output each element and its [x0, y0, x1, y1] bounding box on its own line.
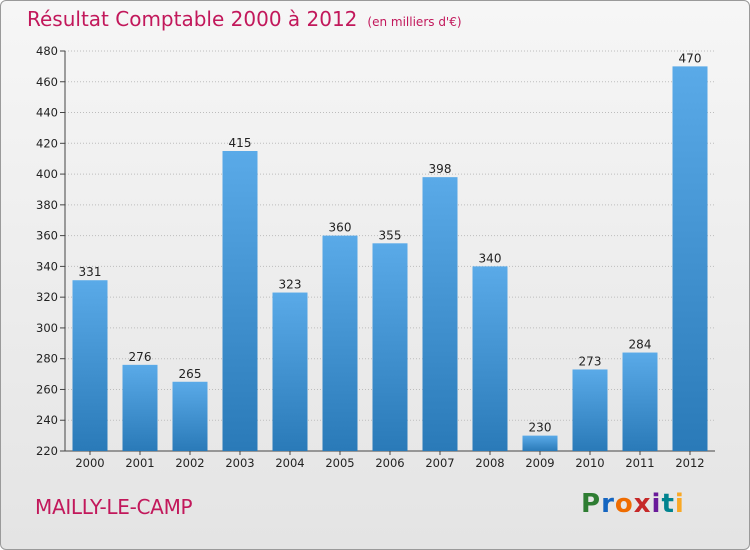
y-tick-label: 360: [36, 229, 58, 243]
logo-letter: r: [601, 489, 615, 519]
value-label-2005: 360: [329, 221, 352, 235]
bar-2007: [422, 177, 458, 451]
x-tick-label-2011: 2011: [625, 456, 654, 470]
x-tick-label-2003: 2003: [225, 456, 254, 470]
x-tick-label-2002: 2002: [175, 456, 204, 470]
x-tick-label-2000: 2000: [75, 456, 104, 470]
value-label-2011: 284: [629, 338, 652, 352]
y-tick-label: 420: [36, 136, 58, 150]
bar-2001: [122, 364, 158, 451]
x-tick-label-2010: 2010: [575, 456, 604, 470]
commune-name: MAILLY-LE-CAMP: [35, 495, 193, 519]
value-label-2007: 398: [429, 162, 452, 176]
x-tick-label-2012: 2012: [675, 456, 704, 470]
bar-2000: [72, 280, 108, 451]
x-tick-label-2001: 2001: [125, 456, 154, 470]
x-tick-label-2008: 2008: [475, 456, 504, 470]
value-label-2003: 415: [229, 136, 252, 150]
y-tick-label: 320: [36, 290, 58, 304]
proxiti-logo: Proxiti: [581, 489, 685, 519]
y-tick-label: 340: [36, 259, 58, 273]
y-tick-label: 440: [36, 106, 58, 120]
y-tick-label: 260: [36, 382, 58, 396]
logo-letter: i: [651, 489, 662, 519]
bar-2008: [472, 266, 508, 451]
chart-title-text: Résultat Comptable 2000 à 2012: [27, 7, 358, 31]
bar-2010: [572, 369, 608, 451]
x-tick-label-2005: 2005: [325, 456, 354, 470]
value-label-2000: 331: [79, 265, 102, 279]
chart-subtitle: (en milliers d'€): [367, 15, 462, 29]
value-label-2008: 340: [479, 251, 502, 265]
x-tick-label-2004: 2004: [275, 456, 304, 470]
logo-letter: t: [661, 489, 675, 519]
bar-2003: [222, 151, 258, 451]
chart-title: Résultat Comptable 2000 à 2012 (en millie…: [27, 7, 462, 31]
value-label-2009: 230: [529, 421, 552, 435]
x-tick-label-2006: 2006: [375, 456, 404, 470]
y-tick-label: 220: [36, 444, 58, 458]
y-tick-label: 240: [36, 413, 58, 427]
value-label-2010: 273: [579, 354, 602, 368]
value-labels: 331 276 265 415 323 360 355 398 340 230 273 284 470: [79, 51, 702, 434]
bar-2005: [322, 235, 358, 451]
y-tick-label: 380: [36, 198, 58, 212]
value-label-2002: 265: [179, 367, 202, 381]
logo-letter: P: [581, 489, 602, 519]
y-tick-label: 480: [36, 44, 58, 58]
bar-2012: [672, 66, 708, 451]
logo-letter: x: [633, 489, 652, 519]
logo-letter: i: [674, 489, 685, 519]
bar-2011: [622, 352, 658, 451]
x-tick-label-2009: 2009: [525, 456, 554, 470]
value-label-2004: 323: [279, 278, 302, 292]
y-tick-label: 460: [36, 75, 58, 89]
x-tick-label-2007: 2007: [425, 456, 454, 470]
axes: 220 240 260 280 300 320 340 360 380 400 420 440 460 4…: [36, 44, 715, 470]
bars: [72, 66, 708, 451]
logo-letter: o: [614, 489, 634, 519]
bar-2002: [172, 381, 208, 451]
bar-2009: [522, 435, 558, 451]
bar-2006: [372, 243, 408, 451]
value-label-2001: 276: [129, 350, 152, 364]
value-label-2006: 355: [379, 228, 402, 242]
y-tick-label: 300: [36, 321, 58, 335]
y-tick-label: 400: [36, 167, 58, 181]
value-label-2012: 470: [679, 51, 702, 65]
y-tick-label: 280: [36, 352, 58, 366]
bar-2004: [272, 292, 308, 451]
